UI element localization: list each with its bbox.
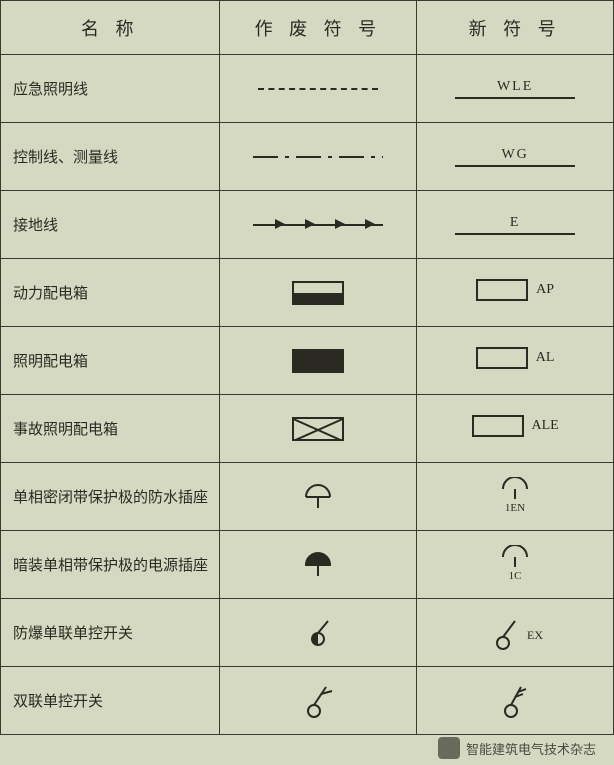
old-symbol [220, 531, 417, 599]
new-symbol [417, 667, 614, 735]
old-symbol [220, 327, 417, 395]
symbol-table: 名 称 作 废 符 号 新 符 号 应急照明线 WLE 控制线、测量线 WG 接… [0, 0, 614, 735]
rect-label-icon: AL [476, 347, 555, 369]
new-symbol: ALE [417, 395, 614, 463]
old-symbol [220, 599, 417, 667]
switch-halfcircle-icon [298, 615, 338, 651]
header-old: 作 废 符 号 [220, 1, 417, 55]
watermark: 智能建筑电气技术杂志 [438, 737, 596, 759]
table-row: 双联单控开关 [1, 667, 614, 735]
rect-label-icon: ALE [472, 415, 559, 437]
halfbox-icon [292, 281, 344, 305]
new-symbol: WG [417, 123, 614, 191]
row-name: 事故照明配电箱 [1, 395, 220, 463]
new-symbol: 1EN [417, 463, 614, 531]
socket-filled-icon [298, 550, 338, 580]
row-name: 双联单控开关 [1, 667, 220, 735]
table-row: 接地线 E [1, 191, 614, 259]
table-row: 动力配电箱 AP [1, 259, 614, 327]
solidbox-icon [292, 349, 344, 373]
socket-closed-icon [298, 482, 338, 512]
rect-label-icon: AP [476, 279, 554, 301]
row-name: 接地线 [1, 191, 220, 259]
watermark-icon [438, 737, 460, 759]
dashdot-line-icon [253, 156, 383, 158]
label-line: WLE [455, 79, 575, 99]
svg-text:1C: 1C [509, 570, 522, 582]
watermark-text: 智能建筑电气技术杂志 [466, 739, 596, 758]
old-symbol [220, 191, 417, 259]
crossbox-icon [292, 417, 344, 441]
old-symbol [220, 123, 417, 191]
new-symbol: AP [417, 259, 614, 327]
table-row: 事故照明配电箱 ALE [1, 395, 614, 463]
table-row: 防爆单联单控开关 EX [1, 599, 614, 667]
old-symbol [220, 395, 417, 463]
row-name: 单相密闭带保护极的防水插座 [1, 463, 220, 531]
header-row: 名 称 作 废 符 号 新 符 号 [1, 1, 614, 55]
row-name: 照明配电箱 [1, 327, 220, 395]
old-symbol [220, 259, 417, 327]
dashed-line-icon [258, 88, 378, 90]
new-symbol: EX [417, 599, 614, 667]
arrow-line-icon [253, 219, 383, 231]
row-name: 防爆单联单控开关 [1, 599, 220, 667]
row-name: 控制线、测量线 [1, 123, 220, 191]
label-line: E [455, 215, 575, 235]
table-row: 控制线、测量线 WG [1, 123, 614, 191]
table-row: 照明配电箱 AL [1, 327, 614, 395]
row-name: 动力配电箱 [1, 259, 220, 327]
new-symbol: AL [417, 327, 614, 395]
table-row: 单相密闭带保护极的防水插座 1EN [1, 463, 614, 531]
socket-label-icon: 1C [490, 545, 540, 585]
new-symbol: WLE [417, 55, 614, 123]
header-new: 新 符 号 [417, 1, 614, 55]
label-line: WG [455, 147, 575, 167]
switch-tick-icon [493, 681, 537, 721]
table-row: 应急照明线 WLE [1, 55, 614, 123]
old-symbol [220, 55, 417, 123]
switch-double-icon [296, 681, 340, 721]
row-name: 应急照明线 [1, 55, 220, 123]
old-symbol [220, 667, 417, 735]
new-symbol: 1C [417, 531, 614, 599]
socket-label-icon: 1EN [490, 477, 540, 517]
header-name: 名 称 [1, 1, 220, 55]
switch-label-icon: EX [485, 613, 545, 653]
old-symbol [220, 463, 417, 531]
new-symbol: E [417, 191, 614, 259]
svg-text:1EN: 1EN [505, 502, 525, 514]
page: 名 称 作 废 符 号 新 符 号 应急照明线 WLE 控制线、测量线 WG 接… [0, 0, 614, 765]
row-name: 暗装单相带保护极的电源插座 [1, 531, 220, 599]
table-row: 暗装单相带保护极的电源插座 1C [1, 531, 614, 599]
svg-text:EX: EX [527, 628, 543, 642]
